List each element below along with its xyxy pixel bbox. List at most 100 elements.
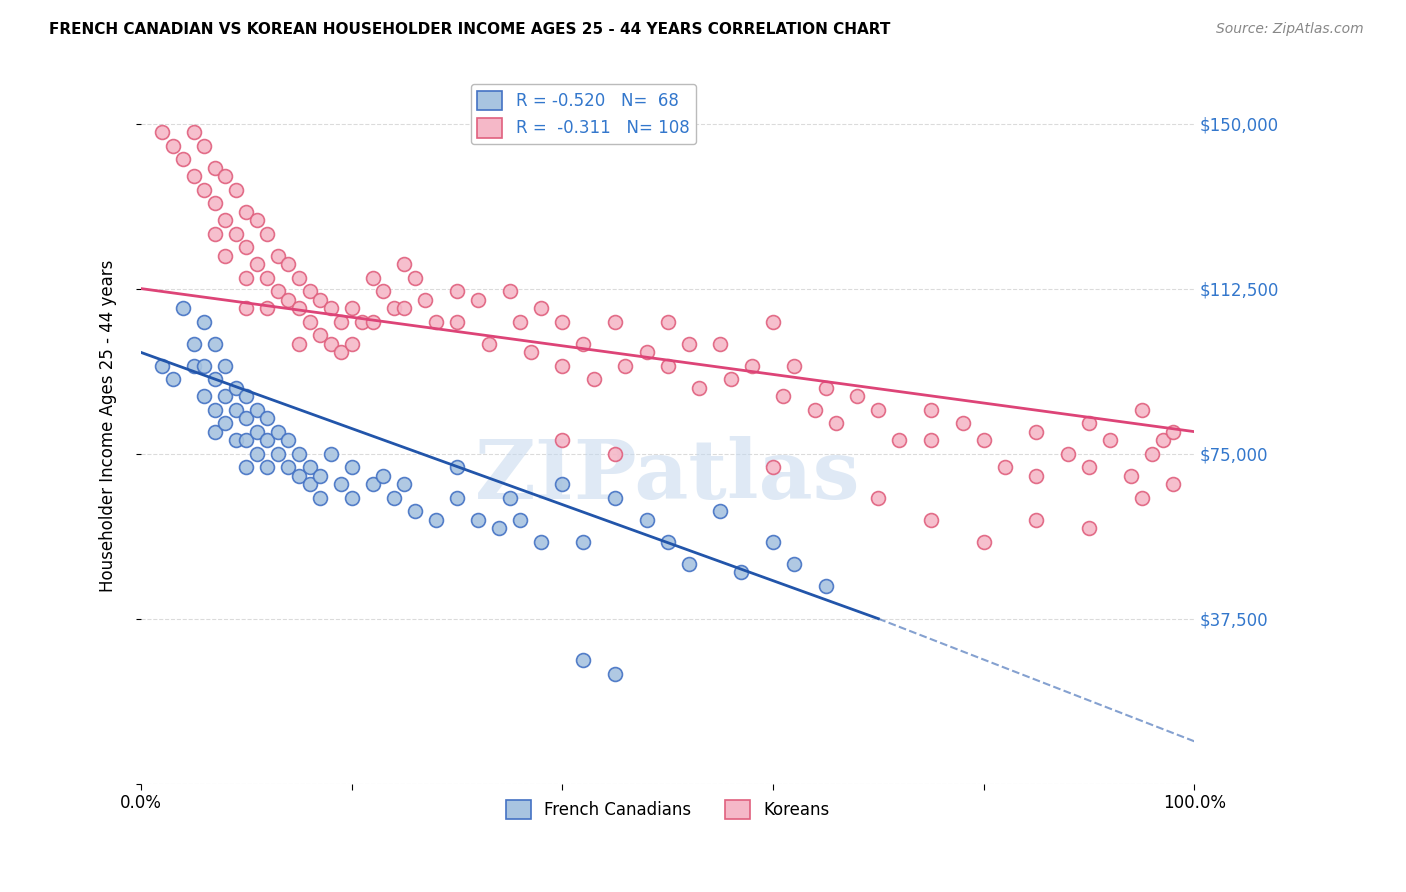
Point [277, 459, 299, 474]
Point [214, 213, 236, 227]
Point [277, 293, 299, 307]
Point [920, 434, 942, 448]
Point [446, 491, 468, 505]
Point [183, 336, 205, 351]
Point [973, 434, 995, 448]
Point [467, 293, 489, 307]
Point [467, 513, 489, 527]
Point [530, 534, 553, 549]
Point [551, 477, 574, 491]
Point [267, 249, 290, 263]
Point [551, 359, 574, 373]
Point [235, 434, 257, 448]
Point [330, 315, 353, 329]
Point [204, 336, 226, 351]
Point [477, 336, 499, 351]
Point [340, 491, 363, 505]
Point [267, 284, 290, 298]
Point [235, 270, 257, 285]
Point [235, 301, 257, 316]
Point [814, 579, 837, 593]
Point [1140, 447, 1163, 461]
Point [214, 249, 236, 263]
Point [235, 411, 257, 425]
Point [1130, 491, 1153, 505]
Point [1025, 513, 1047, 527]
Point [814, 381, 837, 395]
Point [678, 336, 700, 351]
Point [204, 372, 226, 386]
Point [720, 372, 742, 386]
Point [214, 416, 236, 430]
Point [162, 138, 184, 153]
Y-axis label: Householder Income Ages 25 - 44 years: Householder Income Ages 25 - 44 years [100, 260, 117, 592]
Point [394, 257, 416, 271]
Point [256, 270, 278, 285]
Point [783, 557, 806, 571]
Point [204, 425, 226, 439]
Point [183, 169, 205, 184]
Point [762, 459, 785, 474]
Point [657, 359, 679, 373]
Text: Source: ZipAtlas.com: Source: ZipAtlas.com [1216, 22, 1364, 37]
Point [235, 389, 257, 403]
Point [1078, 459, 1101, 474]
Point [636, 513, 658, 527]
Point [404, 504, 426, 518]
Point [204, 161, 226, 175]
Point [582, 372, 605, 386]
Point [973, 534, 995, 549]
Point [1161, 425, 1184, 439]
Point [1078, 416, 1101, 430]
Point [256, 301, 278, 316]
Point [256, 411, 278, 425]
Point [204, 195, 226, 210]
Point [446, 315, 468, 329]
Point [1057, 447, 1080, 461]
Point [193, 183, 215, 197]
Point [309, 491, 332, 505]
Point [603, 447, 626, 461]
Point [319, 301, 342, 316]
Point [551, 434, 574, 448]
Point [382, 301, 405, 316]
Point [309, 327, 332, 342]
Point [288, 468, 311, 483]
Point [298, 284, 321, 298]
Point [150, 359, 173, 373]
Point [256, 459, 278, 474]
Point [340, 459, 363, 474]
Point [1098, 434, 1121, 448]
Point [868, 402, 890, 417]
Point [373, 468, 395, 483]
Point [235, 240, 257, 254]
Point [730, 566, 752, 580]
Point [952, 416, 974, 430]
Point [277, 434, 299, 448]
Point [361, 270, 384, 285]
Point [352, 315, 374, 329]
Point [298, 315, 321, 329]
Point [309, 293, 332, 307]
Point [193, 359, 215, 373]
Point [1130, 402, 1153, 417]
Point [193, 389, 215, 403]
Point [277, 257, 299, 271]
Point [256, 434, 278, 448]
Point [193, 138, 215, 153]
Point [382, 491, 405, 505]
Text: ZIPatlas: ZIPatlas [475, 436, 860, 516]
Point [783, 359, 806, 373]
Point [572, 534, 595, 549]
Point [709, 336, 731, 351]
Point [1161, 477, 1184, 491]
Point [288, 336, 311, 351]
Point [340, 336, 363, 351]
Point [373, 284, 395, 298]
Point [246, 213, 269, 227]
Point [498, 284, 520, 298]
Point [572, 653, 595, 667]
Point [772, 389, 794, 403]
Point [225, 434, 247, 448]
Point [709, 504, 731, 518]
